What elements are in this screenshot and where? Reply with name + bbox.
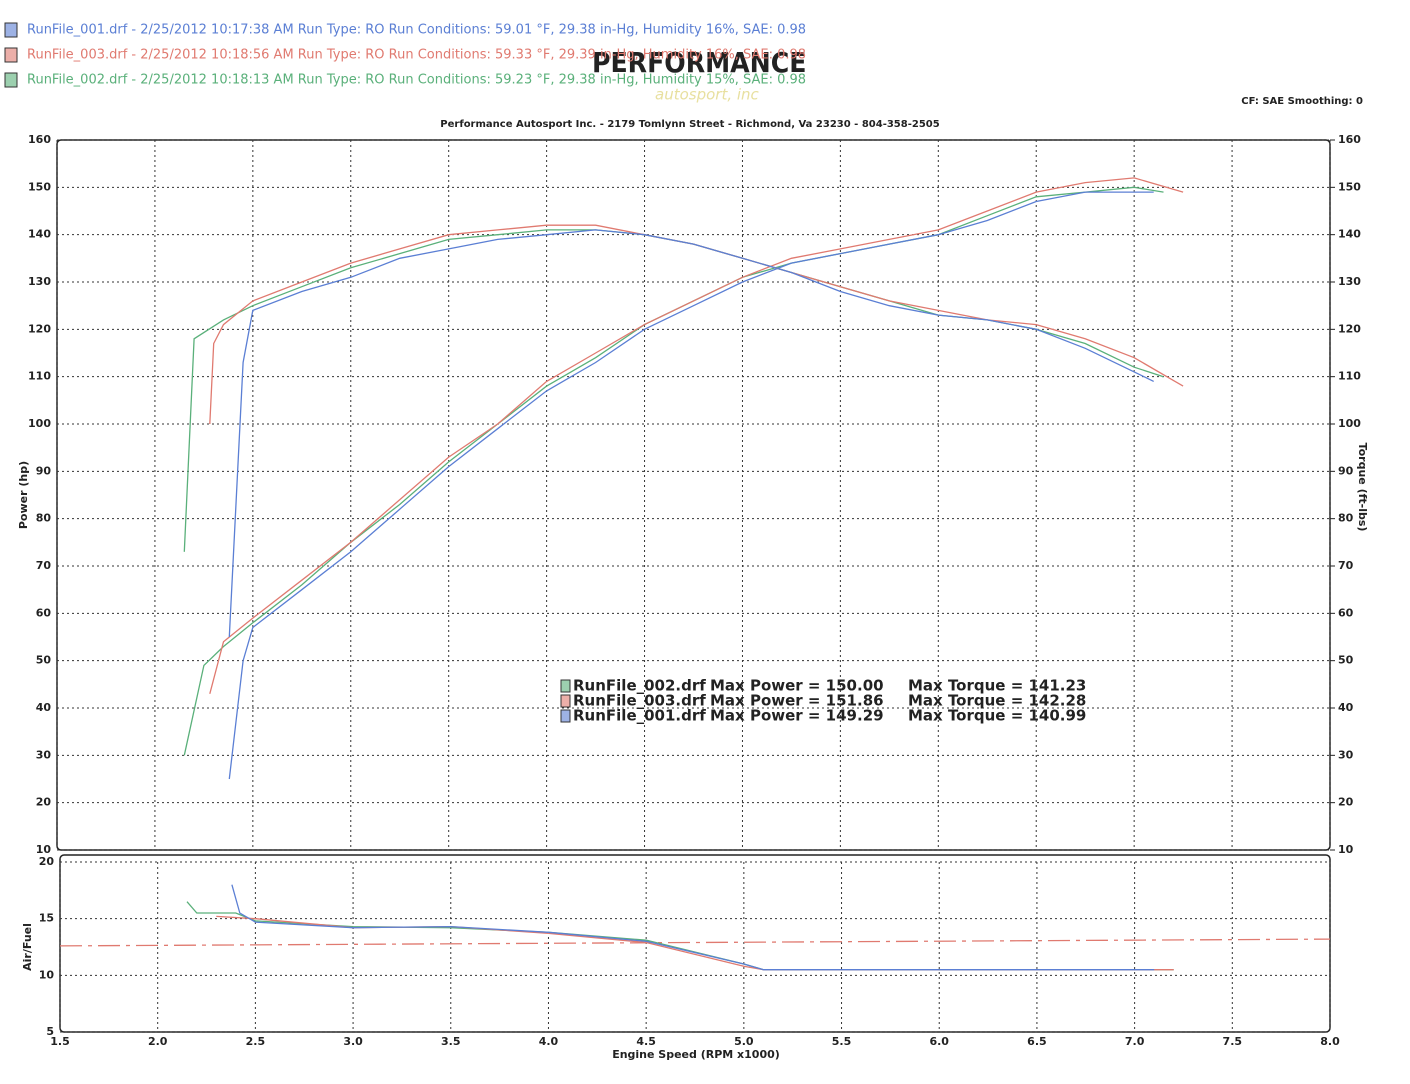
y2-tick-label: 90 [1338, 464, 1354, 477]
y-tick-label: 90 [36, 464, 52, 477]
annotation-torque: Max Torque = 140.99 [908, 707, 1086, 725]
x-axis-label: Engine Speed (RPM x1000) [612, 1048, 780, 1061]
y-tick-label: 80 [36, 512, 52, 525]
y2-tick-label: 80 [1338, 512, 1354, 525]
y2-tick-label: 130 [1338, 275, 1361, 288]
y-tick-label: 50 [36, 654, 52, 667]
y-tick-label: 10 [36, 843, 52, 856]
run-info: RunFile_003.drf - 2/25/2012 10:18:56 AM … [27, 48, 806, 63]
y-axis-label: Power (hp) [17, 461, 30, 529]
x-tick-label: 3.5 [441, 1035, 461, 1048]
annotation-power: Max Power = 150.00 [710, 677, 884, 695]
y-tick-label: 100 [28, 417, 51, 430]
series-line [209, 224, 1184, 425]
run-info: RunFile_001.drf - 2/25/2012 10:17:38 AM … [27, 23, 806, 38]
y2-tick-label: 50 [1338, 654, 1354, 667]
annotation-file: RunFile_001.drf [573, 707, 706, 725]
y-tick-label: 150 [28, 180, 51, 193]
series-line [216, 915, 1174, 971]
series-line [228, 229, 1154, 638]
plot-frame [59, 854, 1331, 1033]
y2-tick-label: 100 [1338, 417, 1361, 430]
annotation-power: Max Power = 151.86 [710, 692, 884, 710]
legend-swatch [4, 22, 18, 38]
y2-tick-label: 10 [1338, 843, 1354, 856]
y2-tick-label: 30 [1338, 748, 1354, 761]
series-line [231, 884, 1155, 971]
y-tick-label: 60 [36, 606, 52, 619]
y2-tick-label: 20 [1338, 796, 1354, 809]
annotation-file: RunFile_002.drf [573, 677, 706, 695]
series-line [209, 177, 1184, 694]
x-tick-label: 7.0 [1125, 1035, 1145, 1048]
x-tick-label: 4.0 [539, 1035, 559, 1048]
annotation-swatch [560, 679, 571, 693]
logo: PERFORMANCE [592, 46, 806, 79]
y-tick-label: 110 [28, 370, 51, 383]
y2-tick-label: 40 [1338, 701, 1354, 714]
legend-swatch [4, 47, 18, 63]
y2-tick-label: 140 [1338, 228, 1361, 241]
y2-tick-label: 150 [1338, 180, 1361, 193]
y-tick-label: 70 [36, 559, 52, 572]
annotation-power: Max Power = 149.29 [710, 707, 884, 725]
series-line [183, 229, 1164, 552]
run-info: RunFile_002.drf - 2/25/2012 10:18:13 AM … [27, 73, 806, 88]
y2-tick-label: 120 [1338, 322, 1361, 335]
y-tick-label: 120 [28, 322, 51, 335]
y-tick-label: 15 [39, 912, 54, 925]
x-tick-label: 1.5 [50, 1035, 70, 1048]
legend-swatch [4, 72, 18, 88]
y-tick-label: 5 [46, 1025, 54, 1038]
x-tick-label: 2.5 [246, 1035, 266, 1048]
y-tick-label: 160 [28, 133, 51, 146]
series-line [59, 938, 1331, 947]
y-tick-label: 40 [36, 701, 52, 714]
settings: CF: SAE Smoothing: 0 [1241, 96, 1363, 107]
y2-tick-label: 160 [1338, 133, 1361, 146]
x-tick-label: 5.5 [832, 1035, 852, 1048]
x-tick-label: 6.5 [1027, 1035, 1047, 1048]
y2-tick-label: 70 [1338, 559, 1354, 572]
series-line [228, 191, 1154, 780]
y-tick-label: 140 [28, 228, 51, 241]
x-tick-label: 3.0 [343, 1035, 363, 1048]
x-tick-label: 2.0 [148, 1035, 168, 1048]
annotation-swatch [560, 694, 571, 708]
x-tick-label: 5.0 [734, 1035, 754, 1048]
annotation-swatch [560, 709, 571, 723]
y-tick-label: 10 [39, 968, 55, 981]
x-tick-label: 7.5 [1223, 1035, 1243, 1048]
y-tick-label: 20 [39, 855, 55, 868]
logo-sub: autosport, inc [655, 86, 760, 104]
annotation-file: RunFile_003.drf [573, 692, 706, 710]
y-axis-label: Air/Fuel [21, 923, 34, 971]
y-tick-label: 130 [28, 275, 51, 288]
x-tick-label: 4.5 [636, 1035, 656, 1048]
x-tick-label: 6.0 [929, 1035, 949, 1048]
y2-tick-label: 60 [1338, 606, 1354, 619]
y-tick-label: 30 [36, 748, 52, 761]
x-tick-label: 8.0 [1320, 1035, 1340, 1048]
series-line [186, 901, 1174, 971]
plot-frame [56, 139, 1331, 851]
annotation-torque: Max Torque = 142.28 [908, 692, 1086, 710]
annotation-torque: Max Torque = 141.23 [908, 677, 1086, 695]
y2-axis-label: Torque (ft-lbs) [1356, 443, 1369, 532]
y2-tick-label: 110 [1338, 370, 1361, 383]
y-tick-label: 20 [36, 796, 52, 809]
chart-title: Performance Autosport Inc. - 2179 Tomlyn… [440, 119, 939, 130]
